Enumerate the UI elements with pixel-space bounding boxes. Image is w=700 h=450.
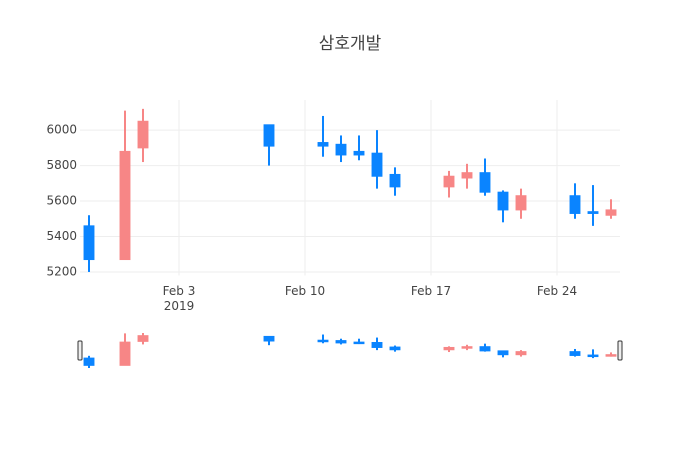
candle-body [497, 191, 509, 211]
candle-body [263, 124, 275, 147]
candle-body [515, 195, 527, 211]
slider-candle-body [371, 342, 383, 348]
slider-candle-body [389, 346, 401, 351]
slider-candle-body [515, 351, 527, 356]
slider-candle-body [587, 354, 599, 358]
slider-candle-body [83, 357, 95, 366]
x-year-label: 2019 [164, 299, 195, 313]
candle-body [569, 195, 581, 214]
slider-candle-body [335, 340, 347, 344]
x-tick-label: Feb 3 [163, 284, 196, 298]
slider-candle-body [317, 339, 329, 343]
x-tick-label: Feb 10 [285, 284, 325, 298]
y-tick-label: 6000 [46, 123, 77, 137]
slider-candle-body [479, 346, 491, 352]
y-tick-label: 5800 [46, 158, 77, 172]
slider-candle-body [353, 341, 365, 345]
candle-body [137, 120, 149, 149]
candle-body [371, 152, 383, 177]
candle-body [587, 211, 599, 214]
candle-body [389, 173, 401, 188]
slider-candle-body [443, 346, 455, 351]
x-tick-label: Feb 24 [537, 284, 577, 298]
y-tick-label: 5400 [46, 229, 77, 243]
candle-body [83, 225, 95, 261]
candle-body [335, 143, 347, 156]
slider-candle-body [119, 341, 131, 366]
y-tick-label: 5200 [46, 264, 77, 278]
slider-handle [77, 340, 83, 361]
slider-candle-body [569, 351, 581, 356]
slider-candle-body [497, 350, 509, 356]
slider-candle-body [137, 335, 149, 342]
candle-body [605, 209, 617, 216]
candle-body [353, 150, 365, 156]
y-tick-label: 5600 [46, 194, 77, 208]
chart-title: 삼호개발 [319, 34, 382, 54]
x-tick-label: Feb 17 [411, 284, 451, 298]
slider-candle-body [605, 354, 617, 357]
slider-handle [617, 340, 623, 361]
candle-body [479, 172, 491, 193]
candle-body [317, 142, 329, 147]
candle-body [119, 150, 131, 261]
candle-body [461, 172, 473, 179]
slider-candle-body [461, 346, 473, 349]
slider-candle-body [263, 335, 275, 342]
candle-body [443, 175, 455, 188]
